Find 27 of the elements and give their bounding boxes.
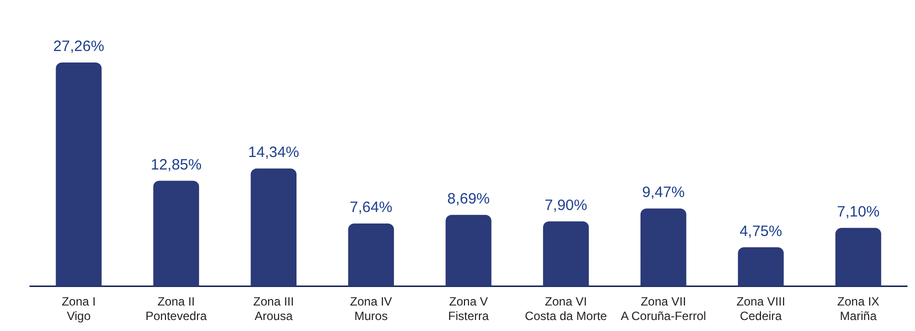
x-tick-label: Zona II Pontevedra — [145, 294, 208, 324]
bar — [56, 62, 102, 286]
data-label: 8,69% — [447, 190, 490, 208]
x-tick-label: Zona IV Muros — [350, 294, 392, 324]
bar — [348, 224, 394, 286]
data-label: 7,10% — [837, 204, 880, 221]
data-label: 27,26% — [53, 38, 104, 56]
bar — [835, 228, 882, 286]
x-tick-label: Zona VIII Cedeira — [736, 294, 786, 324]
data-label: 12,85% — [150, 156, 202, 174]
bar — [153, 180, 200, 286]
bar — [543, 221, 589, 286]
data-label: 4,75% — [740, 222, 782, 240]
bar — [738, 247, 784, 286]
data-label: 7,90% — [544, 197, 588, 214]
bar — [250, 168, 297, 286]
x-tick-label: Zona VI Costa da Morte — [524, 294, 608, 324]
x-tick-label: Zona VII A Coruña-Ferrol — [620, 294, 706, 324]
data-label: 14,34% — [248, 144, 300, 162]
x-tick-label: Zona IX Mariña — [837, 294, 880, 324]
data-label: 7,64% — [350, 199, 392, 216]
x-tick-label: Zona III Arousa — [253, 294, 294, 324]
bar — [446, 214, 492, 286]
x-tick-label: Zona V Fisterra — [448, 294, 490, 324]
x-tick-label: Zona I Vigo — [62, 294, 96, 324]
bar — [640, 208, 686, 286]
data-label: 9,47% — [642, 184, 685, 202]
